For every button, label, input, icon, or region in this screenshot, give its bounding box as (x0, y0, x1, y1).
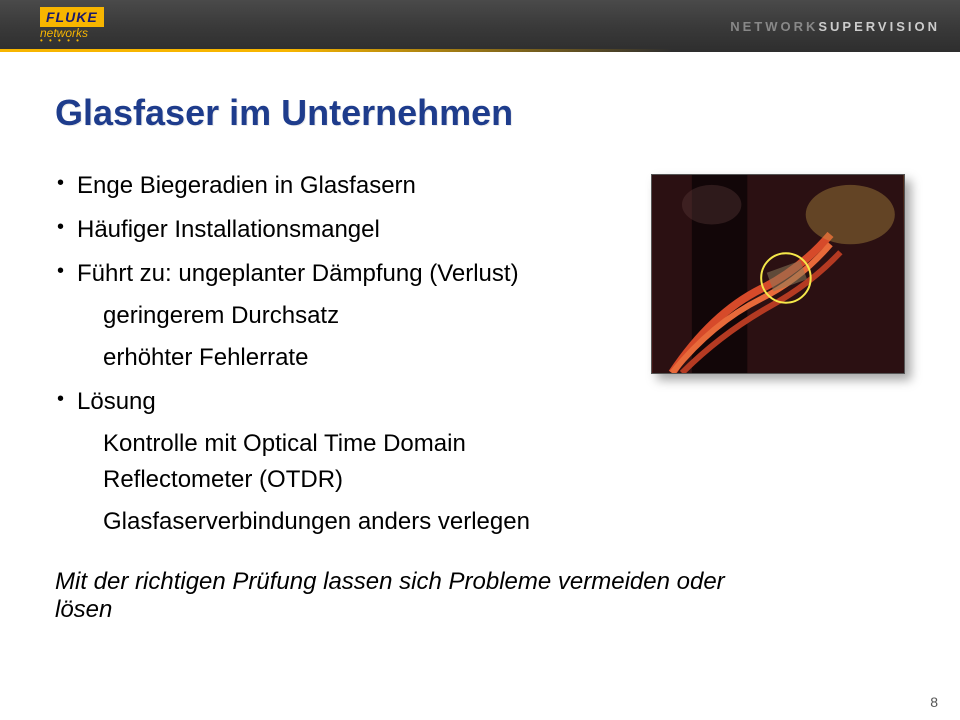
fluke-logo: FLUKE (40, 7, 104, 27)
bullet-4-text: Lösung (77, 388, 156, 415)
bullet-4: Lösung Kontrolle mit Optical Time Domain… (55, 384, 605, 540)
page-title: Glasfaser im Unternehmen (55, 92, 905, 134)
footnote: Mit der richtigen Prüfung lassen sich Pr… (55, 568, 775, 624)
networks-dots: • • • • • (40, 36, 81, 45)
slide-content: Glasfaser im Unternehmen Enge Biegeradie… (0, 52, 960, 720)
fluke-logo-block: FLUKE networks • • • • • (40, 7, 104, 45)
bullet-4-sub-2: Glasfaserverbindungen anders verlegen (103, 504, 605, 540)
tagline-light: SUPERVISION (818, 19, 940, 34)
bullet-list: Enge Biegeradien in Glasfasern Häufiger … (55, 168, 605, 540)
tagline-gray: NETWORK (730, 19, 818, 34)
bullet-3-sub-2: erhöhter Fehlerrate (103, 340, 605, 376)
bullet-2-text: Häufiger Installationsmangel (77, 216, 380, 243)
bullet-3-text: Führt zu: ungeplanter Dämpfung (Verlust) (77, 260, 519, 287)
cable-bend-illustration (652, 175, 904, 373)
bullet-3-sub-1: geringerem Durchsatz (103, 298, 605, 334)
bullet-1-text: Enge Biegeradien in Glasfasern (77, 172, 416, 199)
bullet-2: Häufiger Installationsmangel (55, 212, 605, 248)
bullet-4-sub-1: Kontrolle mit Optical Time Domain Reflec… (103, 426, 605, 498)
page-number: 8 (930, 694, 938, 710)
tagline: NETWORKSUPERVISION (730, 19, 940, 34)
illustration-photo (651, 174, 905, 374)
bullet-3: Führt zu: ungeplanter Dämpfung (Verlust)… (55, 256, 605, 376)
bullet-1: Enge Biegeradien in Glasfasern (55, 168, 605, 204)
slide-header: FLUKE networks • • • • • NETWORKSUPERVIS… (0, 0, 960, 52)
